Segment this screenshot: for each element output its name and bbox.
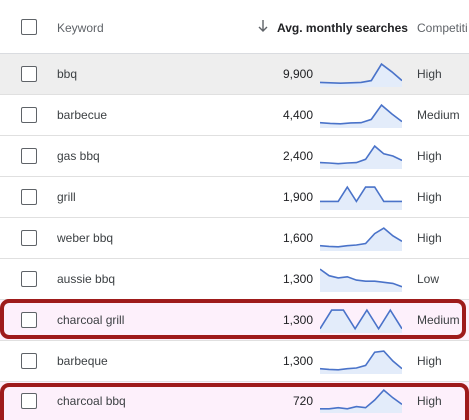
sparkline-line	[320, 62, 402, 85]
row-checkbox[interactable]	[21, 230, 37, 246]
sparkline-area	[320, 310, 402, 333]
trend-sparkline[interactable]	[320, 102, 402, 128]
row-checkbox[interactable]	[21, 312, 37, 328]
avg-searches-cell: 1,900	[282, 190, 313, 204]
sparkline-area	[320, 105, 402, 128]
select-all-checkbox[interactable]	[21, 19, 37, 35]
keyword-cell: weber bbq	[57, 231, 114, 245]
sparkline-line	[320, 350, 402, 371]
trend-sparkline[interactable]	[320, 184, 402, 210]
trend-sparkline[interactable]	[320, 387, 402, 413]
row-checkbox[interactable]	[21, 107, 37, 123]
table-row[interactable]: charcoal bbq 720 High	[0, 382, 469, 420]
competition-cell: High	[417, 149, 442, 163]
avg-searches-cell: 720	[292, 394, 313, 408]
keyword-cell: bbq	[57, 67, 78, 81]
avg-searches-cell: 2,400	[282, 149, 313, 163]
keyword-cell: charcoal bbq	[57, 394, 126, 408]
sparkline-area	[320, 228, 402, 251]
competition-cell: Low	[417, 272, 440, 286]
sparkline-line	[320, 268, 402, 288]
avg-searches-cell: 1,300	[282, 272, 313, 286]
trend-sparkline[interactable]	[320, 307, 402, 333]
competition-cell: High	[417, 354, 442, 368]
table-row[interactable]: gas bbq 2,400 High	[0, 136, 469, 177]
keyword-cell: grill	[57, 190, 76, 204]
sparkline-area	[320, 64, 402, 87]
keyword-cell: barbeque	[57, 354, 108, 368]
row-checkbox[interactable]	[21, 393, 37, 409]
competition-cell: High	[417, 67, 442, 81]
sparkline-area	[320, 146, 402, 169]
competition-cell: High	[417, 190, 442, 204]
table-row[interactable]: bbq 9,900 High	[0, 54, 469, 95]
avg-searches-cell: 4,400	[282, 108, 313, 122]
competition-cell: Medium	[417, 313, 460, 327]
table-row[interactable]: charcoal grill 1,300 Medium	[0, 300, 469, 341]
trend-sparkline[interactable]	[320, 61, 402, 87]
avg-searches-cell: 1,300	[282, 313, 313, 327]
trend-sparkline[interactable]	[320, 143, 402, 169]
trend-sparkline[interactable]	[320, 225, 402, 251]
sparkline-line	[320, 103, 402, 125]
sparkline-area	[320, 269, 402, 292]
table-header: Keyword Avg. monthly searches Competiti	[0, 0, 469, 54]
highlight-box-charcoal-bbq	[0, 383, 469, 420]
row-checkbox[interactable]	[21, 271, 37, 287]
arrow-down-icon[interactable]	[256, 18, 270, 34]
keyword-cell: aussie bbq	[57, 272, 116, 286]
sparkline-line	[320, 308, 402, 331]
sparkline-area	[320, 390, 402, 413]
table-row[interactable]: grill 1,900 High	[0, 177, 469, 218]
sparkline-line	[320, 227, 402, 248]
avg-searches-cell: 1,300	[282, 354, 313, 368]
avg-searches-cell: 1,600	[282, 231, 313, 245]
avg-monthly-searches-column-header[interactable]: Avg. monthly searches	[277, 21, 408, 35]
avg-searches-cell: 9,900	[282, 67, 313, 81]
competition-cell: High	[417, 394, 442, 408]
row-checkbox[interactable]	[21, 148, 37, 164]
trend-sparkline[interactable]	[320, 348, 402, 374]
keyword-cell: barbecue	[57, 108, 108, 122]
row-checkbox[interactable]	[21, 189, 37, 205]
table-row[interactable]: weber bbq 1,600 High	[0, 218, 469, 259]
highlight-box-charcoal-grill	[0, 299, 466, 339]
sparkline-line	[320, 144, 402, 165]
table-row[interactable]: aussie bbq 1,300 Low	[0, 259, 469, 300]
keyword-column-header[interactable]: Keyword	[57, 21, 104, 35]
keyword-cell: charcoal grill	[57, 313, 125, 327]
competition-cell: Medium	[417, 108, 460, 122]
sparkline-area	[320, 351, 402, 374]
sparkline-line	[320, 185, 402, 203]
row-checkbox[interactable]	[21, 353, 37, 369]
keyword-cell: gas bbq	[57, 149, 100, 163]
table-row[interactable]: barbeque 1,300 High	[0, 341, 469, 382]
competition-column-header[interactable]: Competiti	[417, 21, 468, 35]
trend-sparkline[interactable]	[320, 266, 402, 292]
competition-cell: High	[417, 231, 442, 245]
sparkline-area	[320, 187, 402, 210]
row-checkbox[interactable]	[21, 66, 37, 82]
table-row[interactable]: barbecue 4,400 Medium	[0, 95, 469, 136]
sparkline-line	[320, 388, 402, 410]
